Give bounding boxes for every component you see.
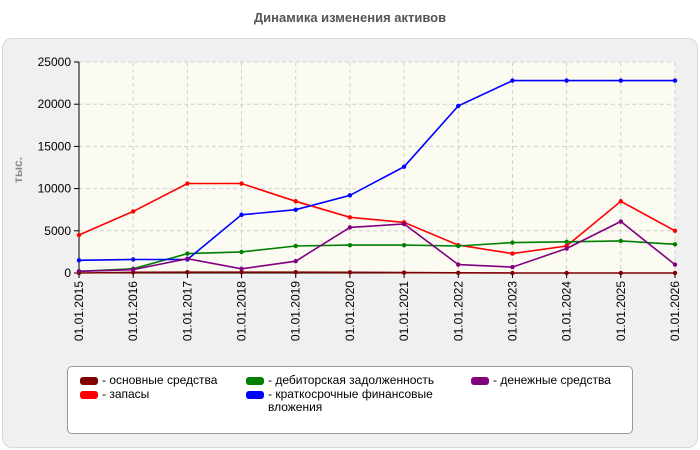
data-point — [618, 270, 624, 276]
y-tick-label: 0 — [64, 266, 71, 280]
data-point — [618, 199, 624, 204]
x-tick-label: 01.01.2016 — [126, 281, 140, 341]
y-tick-label: 15000 — [38, 139, 72, 153]
data-point — [672, 242, 678, 247]
data-point — [672, 78, 678, 83]
data-point — [239, 269, 244, 275]
data-point — [672, 262, 678, 267]
data-point — [239, 266, 244, 271]
series-line — [78, 240, 676, 273]
x-tick-label: 01.01.2024 — [560, 281, 574, 341]
data-point — [672, 270, 678, 276]
data-point — [76, 258, 82, 263]
data-point — [618, 78, 624, 83]
legend-item: - денежные средства — [471, 374, 611, 387]
data-point — [293, 243, 298, 249]
y-axis-label: тыс. — [11, 157, 25, 183]
data-point — [293, 207, 298, 212]
data-point — [293, 199, 298, 204]
legend-item: - краткосрочные финансовые вложения — [246, 388, 433, 414]
legend-item: - запасы — [80, 388, 149, 401]
data-point — [401, 164, 407, 169]
series-lines — [76, 78, 678, 276]
legend-item: - основные средства — [80, 374, 217, 387]
x-tick-label: 01.01.2017 — [180, 281, 194, 341]
data-point — [239, 249, 244, 255]
x-tick-label: 01.01.2023 — [505, 281, 519, 341]
data-point — [76, 232, 82, 238]
legend-label: - запасы — [102, 387, 150, 401]
x-tick-label: 01.01.2025 — [614, 281, 628, 341]
data-point — [510, 240, 515, 245]
x-tick-label: 01.01.2018 — [235, 281, 249, 341]
data-point — [185, 269, 190, 275]
data-point — [510, 251, 515, 256]
data-point — [239, 212, 244, 217]
data-point — [510, 264, 515, 270]
legend-swatch — [246, 377, 264, 385]
y-tick-label: 25000 — [38, 55, 72, 69]
data-point — [185, 256, 190, 261]
data-point — [618, 238, 624, 244]
series-line — [78, 271, 675, 274]
x-tick-label: 01.01.2019 — [289, 281, 303, 341]
data-point — [456, 103, 461, 109]
data-point — [239, 181, 244, 186]
data-point — [76, 269, 82, 274]
x-tick-label: 01.01.2026 — [668, 281, 682, 341]
data-point — [347, 193, 353, 198]
data-point — [564, 239, 569, 244]
data-point — [347, 215, 353, 220]
data-point — [456, 243, 461, 249]
data-point — [510, 270, 515, 276]
y-tick-label: 20000 — [38, 97, 72, 111]
data-point — [401, 242, 407, 248]
x-tick-label: 01.01.2015 — [72, 281, 86, 341]
data-point — [347, 242, 353, 248]
data-point — [130, 267, 136, 272]
data-point — [456, 262, 461, 267]
data-point — [564, 78, 569, 83]
series-line — [78, 79, 675, 262]
data-point — [185, 181, 190, 186]
x-tick-labels: 01.01.2015 01.01.2016 01.01.2017 01.01.2018… — [72, 281, 682, 341]
legend-swatch — [80, 391, 98, 399]
data-point — [564, 270, 569, 276]
data-point — [456, 270, 461, 276]
x-tick-label: 01.01.2020 — [343, 281, 357, 341]
data-point — [185, 251, 190, 256]
data-point — [293, 258, 298, 264]
series-line — [78, 220, 676, 273]
data-point — [130, 257, 136, 262]
legend-swatch — [80, 377, 98, 385]
x-tick-label: 01.01.2022 — [451, 281, 465, 341]
legend-swatch — [246, 391, 264, 399]
x-tick-label: 01.01.2021 — [397, 281, 411, 341]
series-line — [78, 182, 676, 255]
data-point — [347, 270, 353, 275]
legend-item: - дебиторская задолженность — [246, 374, 434, 387]
y-tick-labels: 0 5000 10000 15000 20000 25000 — [38, 55, 72, 280]
legend-label: - основные средства — [102, 373, 218, 387]
legend-swatch — [471, 377, 489, 385]
data-point — [510, 78, 515, 83]
data-point — [401, 221, 407, 227]
data-point — [618, 219, 624, 224]
data-point — [130, 209, 136, 214]
data-point — [564, 246, 569, 251]
y-tick-label: 5000 — [44, 224, 71, 238]
data-point — [293, 269, 298, 275]
data-point — [672, 228, 678, 233]
legend: - основные средства - запасы - дебиторская… — [67, 366, 633, 434]
legend-label: - денежные средства — [493, 373, 611, 387]
data-point — [347, 225, 353, 230]
legend-label: - дебиторская задолженность — [268, 373, 435, 387]
y-tick-label: 10000 — [38, 182, 72, 196]
legend-label: - краткосрочные финансовые вложения — [268, 387, 433, 414]
data-point — [401, 270, 407, 275]
chart-title: Динамика изменения активов — [253, 10, 447, 25]
